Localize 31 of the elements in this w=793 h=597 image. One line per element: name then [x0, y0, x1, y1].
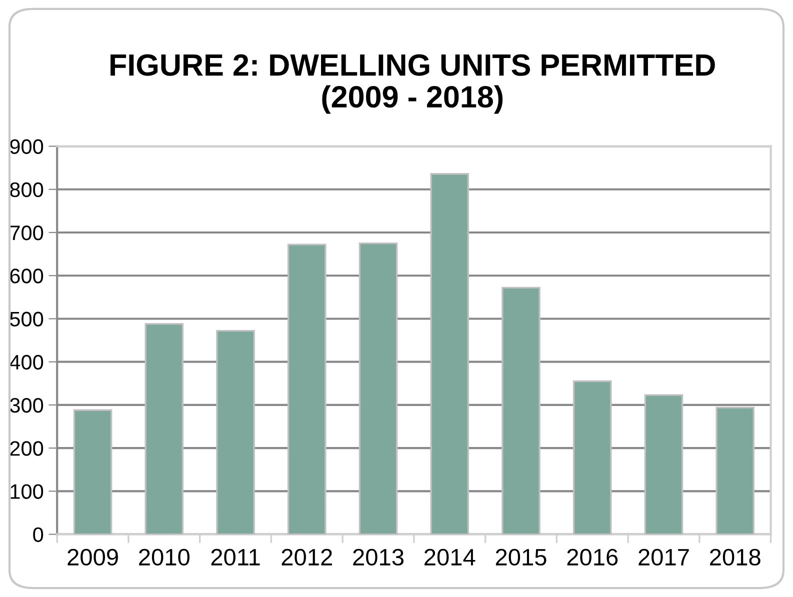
y-tick-label: 900: [10, 139, 44, 154]
y-tick-label: 300: [10, 398, 44, 413]
bar: [644, 394, 684, 534]
y-tick-label: 600: [10, 268, 44, 284]
x-tick-label: 2014: [424, 548, 476, 566]
bar: [216, 330, 255, 534]
bar: [572, 380, 612, 534]
bar: [716, 406, 754, 534]
bar: [288, 244, 326, 534]
bar: [73, 409, 112, 534]
bar: [502, 286, 540, 534]
bar: [430, 173, 470, 534]
y-tick-label: 0: [33, 527, 44, 542]
x-tick-label: 2015: [496, 548, 546, 566]
y-tick-label: 200: [10, 441, 44, 456]
bar: [358, 242, 398, 534]
y-tick-label: 700: [10, 226, 44, 240]
x-tick-label: 2009: [68, 548, 118, 566]
x-tick-label: 2017: [638, 548, 689, 566]
x-tick-label: 2012: [282, 548, 332, 566]
bar: [144, 323, 184, 534]
x-tick-label: 2013: [353, 548, 404, 566]
chart-title: FIGURE 2: DWELLING UNITS PERMITTED (2009 - 2018): [110, 54, 715, 114]
y-tick-label: 400: [10, 354, 44, 370]
y-tick-label: 500: [10, 312, 44, 326]
x-tick-label: 2011: [211, 548, 260, 566]
x-tick-label: 2018: [710, 548, 760, 566]
y-tick-label: 100: [10, 484, 44, 499]
y-tick-label: 800: [10, 182, 44, 198]
x-tick-label: 2016: [567, 548, 618, 566]
x-tick-label: 2010: [139, 548, 190, 566]
